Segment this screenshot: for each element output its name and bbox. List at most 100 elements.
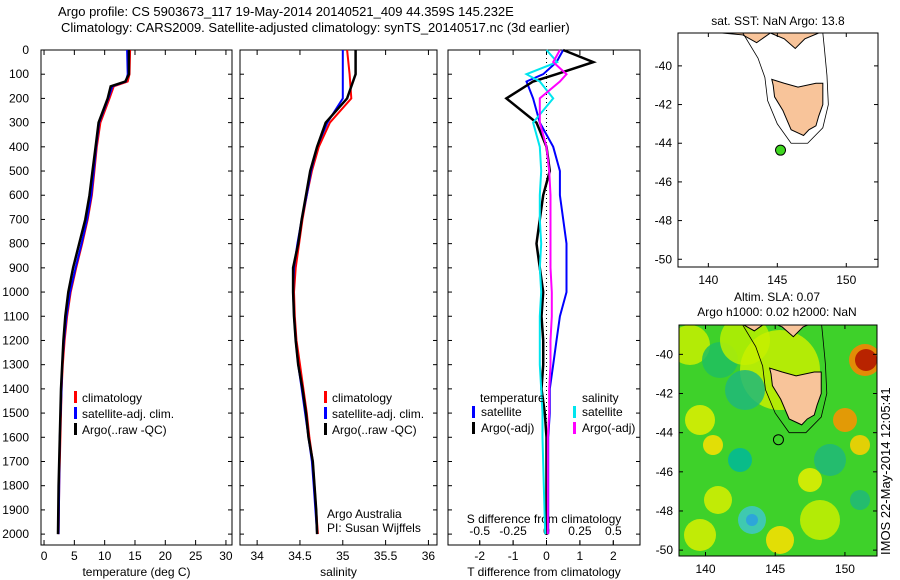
sla-anomaly	[684, 519, 716, 551]
s-diff-tick-label: 0.25	[568, 524, 592, 538]
depth-tick-label: 700	[9, 212, 29, 226]
sla-anomaly	[746, 514, 758, 526]
sst-map: 140 145 150 -40 -42 -44 -46 -48 -50 sat. SST: NaN…	[655, 14, 879, 287]
x-tick-label: 34.5	[288, 549, 312, 563]
sla-anomaly	[728, 448, 752, 472]
series-line-satellite-adj-clim-	[292, 50, 344, 535]
legend-label: Argo(..raw -QC)	[332, 423, 417, 437]
x-axis-label: salinity	[320, 565, 357, 579]
x-tick-label: 5	[71, 549, 78, 563]
lat-tick-label: -40	[655, 59, 673, 73]
legend-label: climatology	[332, 391, 392, 405]
lat-tick-label: -44	[656, 426, 674, 440]
lon-tick-label: 145	[767, 273, 787, 287]
depth-tick-label: 1400	[2, 382, 29, 396]
shelf-contour	[742, 33, 829, 144]
x-tick-label: 20	[159, 549, 173, 563]
tasmania-land	[768, 367, 822, 426]
depth-tick-label: 1000	[2, 285, 29, 299]
depth-tick-label: 1200	[2, 333, 29, 347]
x-tick-label: 30	[219, 549, 233, 563]
sla-anomaly	[800, 500, 840, 540]
lat-tick-label: -46	[656, 465, 674, 479]
sla-anomaly	[850, 490, 870, 510]
x-tick-label: 10	[98, 549, 112, 563]
sla-map-title-1: Altim. SLA: 0.07	[734, 290, 820, 304]
lat-tick-label: -48	[655, 214, 673, 228]
sla-anomaly	[679, 325, 710, 365]
map-content	[722, 33, 829, 156]
depth-tick-label: 800	[9, 237, 29, 251]
sla-map: 140 145 150 -40 -42 -44 -46 -48 -50 Altim. SLA: 0…	[656, 290, 878, 576]
plot-frame-difference	[447, 49, 641, 546]
mainland-land	[742, 325, 810, 338]
lon-tick-label: 150	[835, 562, 855, 576]
x-tick-label: 35.5	[374, 549, 398, 563]
depth-tick-label: 0	[22, 43, 29, 57]
legend-swatch	[472, 422, 475, 434]
sla-anomaly	[685, 405, 715, 435]
map-content	[679, 325, 877, 556]
s-diff-tick-label: 0.5	[605, 524, 622, 538]
title-line-2: Climatology: CARS2009. Satellite-adjuste…	[61, 20, 570, 35]
imos-stamp: IMOS 22-May-2014 12:05:41	[878, 387, 893, 555]
lat-tick-label: -42	[656, 387, 674, 401]
legend-swatch	[324, 391, 327, 403]
map-frame	[678, 324, 878, 557]
legend-title-salinity: salinity	[582, 391, 619, 405]
sla-map-title-2: Argo h1000: 0.02 h2000: NaN	[697, 305, 856, 319]
sla-anomaly	[798, 468, 822, 492]
plot-frame-salinity	[239, 49, 438, 546]
sla-anomaly	[703, 435, 723, 455]
s-diff-tick-label: -0.5	[469, 524, 490, 538]
x-tick-label: -2	[474, 549, 485, 563]
x-axis-label: temperature (deg C)	[82, 565, 190, 579]
depth-tick-label: 600	[9, 188, 29, 202]
depth-tick-label: 1600	[2, 430, 29, 444]
lon-tick-label: 140	[695, 562, 715, 576]
legend-swatch	[472, 406, 475, 418]
depth-tick-label: 400	[9, 140, 29, 154]
sla-anomaly	[766, 526, 794, 554]
depth-tick-label: 2000	[2, 527, 29, 541]
legend-label: satellite	[481, 405, 522, 419]
series-line-t-argo-adj-	[504, 48, 597, 535]
x-axis-label: T difference from climatology	[467, 565, 621, 579]
legend-label: Argo(..raw -QC)	[82, 423, 167, 437]
legend-title-temperature: temperature	[480, 391, 545, 405]
x-tick-label: 15	[128, 549, 142, 563]
annotation-text: Argo Australia	[327, 507, 402, 521]
mainland-land	[722, 33, 819, 50]
annotation-text: PI: Susan Wijffels	[327, 521, 421, 535]
plot-frame-temperature	[40, 49, 233, 546]
x-tick-label: 36	[422, 549, 436, 563]
lat-tick-label: -42	[655, 98, 673, 112]
legend-swatch	[74, 407, 77, 419]
x-tick-label: 0	[543, 549, 550, 563]
series-line-s-argo-adj-	[538, 49, 568, 535]
s-diff-tick-label: -0.25	[499, 524, 527, 538]
x-tick-label: 25	[189, 549, 203, 563]
legend-label: Argo(-adj)	[582, 421, 635, 435]
sla-anomaly	[814, 444, 846, 476]
lat-tick-label: -46	[655, 175, 673, 189]
legend-label: climatology	[82, 391, 142, 405]
sla-anomaly	[850, 435, 870, 455]
legend-swatch	[324, 423, 327, 435]
x-tick-label: -1	[508, 549, 519, 563]
series-line-argo-raw-qc-	[56, 50, 131, 535]
depth-tick-label: 1100	[3, 309, 29, 323]
legend-label: satellite-adj. clim.	[332, 407, 424, 421]
depth-tick-label: 100	[9, 67, 29, 81]
x-tick-label: 0	[41, 549, 48, 563]
sst-map-title: sat. SST: NaN Argo: 13.8	[711, 14, 845, 28]
series-line-argo-raw-qc-	[291, 50, 357, 535]
tasmania-land	[771, 78, 824, 137]
lon-tick-label: 145	[765, 562, 785, 576]
lon-tick-label: 140	[698, 273, 718, 287]
sla-anomaly	[855, 349, 877, 371]
legend-swatch	[573, 422, 576, 434]
depth-tick-label: 1900	[2, 503, 29, 517]
